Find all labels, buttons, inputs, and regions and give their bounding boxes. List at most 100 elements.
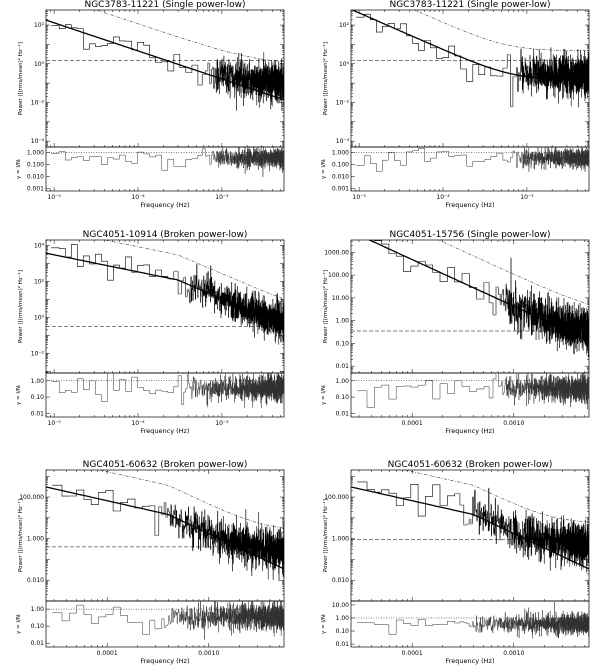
y-tick-label: 10.00 [332,295,349,302]
model-fit-curve [46,486,284,570]
y-tick-label: 10² [339,22,350,29]
ratio-y-tick-label: 0.100 [27,162,44,169]
ratio-trace [356,147,589,173]
ratio-y-tick-label: 0.10 [336,628,350,635]
ratio-axis-label: γ = I/Nᵢ [321,614,327,634]
y-axis-label: Power ([(rms/mean)² Hz⁻¹] [322,499,329,572]
y-tick-label: 10⁻² [31,350,45,357]
ratio-grey-bins [496,147,538,173]
ratio-y-tick-label: 1.00 [336,615,350,622]
psd-panel-1: NGC3783-11221 (Single power-low) 10⁻⁵ 10⁻⁴… [16,0,285,209]
y-axis-label: Power ([(rms/mean)² Hz⁻¹] [322,42,329,115]
ratio-trace [51,373,284,409]
panel-title: NGC4051-60632 (Broken power-low) [83,460,248,470]
periodogram-grey-bins [496,48,538,108]
y-tick-label: 0.10 [336,340,350,347]
x-tick-label: 0.0001 [402,420,423,427]
ratio-y-tick-label: 0.01 [31,410,45,417]
binned-periodogram [51,24,284,111]
psd-panel-6: NGC4051-60632 (Broken power-low) 0.0001 0.… [321,460,590,665]
model-fit-curve [351,10,589,81]
x-tick-label: 10⁻⁵ [48,194,62,201]
y-axis-label: Power ([(rms/mean)² Hz⁻¹] [17,270,24,343]
ratio-y-tick-label: 0.01 [31,640,45,647]
panel-title: NGC3783-11221 (Single power-low) [389,0,550,10]
model-fit-curve [46,19,284,101]
y-tick-label: 10⁻⁴ [336,138,350,145]
x-tick-label: 0.0010 [198,650,219,657]
y-tick-label: 0.010 [332,577,349,584]
panel-title: NGC4051-60632 (Broken power-low) [388,460,553,470]
x-axis-label: Frequency (Hz) [140,201,189,209]
y-axis-label: Power ([(rms/mean)² Hz⁻¹] [322,270,329,343]
y-tick-label: 1000.00 [324,249,349,256]
ratio-y-tick-label: 0.01 [336,641,350,648]
y-tick-label: 10⁻² [31,99,45,106]
y-tick-label: 10⁰ [34,314,45,321]
upper-envelope-curve [103,240,284,300]
psd-panel-3: NGC4051-10914 (Broken power-low) 10⁻⁵ 10⁻⁴… [16,230,285,435]
y-tick-label: 1.000 [27,536,44,543]
binned-periodogram [52,484,284,582]
x-tick-label: 0.0001 [97,650,118,657]
y-tick-label: 10² [34,22,45,29]
ratio-axis-label: γ = I/Nᵢ [321,159,327,179]
ratio-y-tick-label: 1.00 [31,378,45,385]
ratio-y-tick-label: 0.100 [332,162,349,169]
ratio-grey-bins [167,373,212,408]
y-tick-label: 10⁻⁴ [31,138,45,145]
ratio-y-tick-label: 0.010 [27,173,44,180]
periodogram-grey-bins [454,487,502,545]
ratio-axis-label: γ = I/Nᵢ [321,385,327,405]
y-tick-label: 100.000 [19,494,44,501]
model-fit-curve [367,240,589,342]
panel-title: NGC4051-15756 (Single power-low) [389,230,550,240]
y-tick-label: 10² [34,278,45,285]
ratio-y-tick-label: 0.010 [332,173,349,180]
y-tick-label: 10⁻² [336,99,350,106]
x-tick-label: 0.0010 [503,650,524,657]
x-axis-label: Frequency (Hz) [445,657,494,665]
y-tick-label: 0.010 [27,577,44,584]
x-axis-label: Frequency (Hz) [445,201,494,209]
psd-panel-5: NGC4051-60632 (Broken power-low) 0.0001 0.… [16,460,285,665]
ratio-y-tick-label: 1.00 [31,606,45,613]
ratio-trace [52,601,284,640]
ratio-trace [357,373,589,410]
ratio-y-tick-label: 1.00 [336,378,350,385]
ratio-axis-label: γ = I/Nᵢ [16,159,22,179]
x-tick-label: 0.0010 [503,420,524,427]
x-tick-label: 10⁻³ [215,420,229,427]
y-tick-label: 10⁴ [34,242,45,249]
ratio-axes-frame [45,146,285,192]
ratio-grey-bins [476,373,528,407]
model-fit-curve [351,486,589,570]
ratio-axes-frame [350,146,590,192]
ratio-axis-label: γ = I/Nᵢ [16,385,22,405]
ratio-grey-bins [454,615,502,634]
x-axis-label: Frequency (Hz) [140,657,189,665]
x-axis-label: Frequency (Hz) [445,427,494,435]
upper-envelope-curve [438,240,589,305]
x-tick-label: 0.0001 [402,650,423,657]
y-axis-label: Power ([(rms/mean)² Hz⁻¹] [17,499,24,572]
x-tick-label: 10⁻⁵ [48,420,62,427]
upper-envelope-curve [413,10,589,51]
y-tick-label: 10⁰ [34,61,45,68]
panel-title: NGC4051-10914 (Broken power-low) [83,230,248,240]
ratio-trace [51,147,284,178]
y-tick-label: 100.000 [324,494,349,501]
panel-title: NGC3783-11221 (Single power-low) [84,0,245,10]
ratio-grey-bins [149,605,197,631]
y-tick-label: 100.00 [328,272,349,279]
x-tick-label: 10⁻⁴ [131,420,145,427]
binned-periodogram [374,240,589,358]
y-tick-label: 1.00 [336,318,350,325]
ratio-y-tick-label: 0.001 [27,185,44,192]
model-fit-curve [46,252,284,327]
ratio-grey-bins [191,147,233,169]
ratio-y-tick-label: 10.00 [332,602,349,609]
ratio-y-tick-label: 1.000 [27,150,44,157]
x-tick-label: 10⁻⁴ [436,194,450,201]
